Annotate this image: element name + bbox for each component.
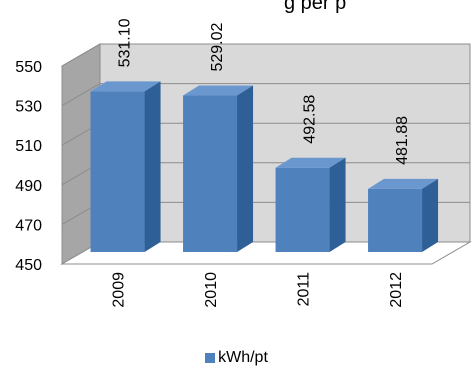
legend-label: kWh/pt bbox=[218, 349, 268, 366]
bar-front bbox=[368, 188, 423, 252]
bar-top bbox=[90, 81, 161, 92]
y-tick-label: 550 bbox=[15, 59, 42, 76]
y-tick-label: 530 bbox=[15, 99, 42, 116]
legend: kWh/pt bbox=[0, 348, 473, 368]
data-label: 529.02 bbox=[209, 23, 226, 72]
data-label: 492.58 bbox=[302, 95, 319, 144]
floor bbox=[60, 241, 472, 265]
bar-front bbox=[275, 167, 330, 252]
data-label: 531.10 bbox=[117, 18, 134, 67]
bar-top bbox=[368, 178, 439, 189]
y-tick-label: 450 bbox=[15, 257, 42, 274]
y-tick-label: 510 bbox=[15, 138, 42, 155]
x-tick-label: 2010 bbox=[203, 272, 220, 308]
x-axis-ticks: 2009 2010 2011 2012 bbox=[111, 272, 405, 308]
gridline-side bbox=[61, 43, 101, 67]
bar-front bbox=[90, 91, 145, 252]
bar-side bbox=[422, 178, 439, 252]
bar bbox=[90, 81, 161, 252]
bar bbox=[275, 157, 346, 252]
y-axis-ticks: 550 530 510 490 470 450 bbox=[15, 59, 42, 274]
bar bbox=[368, 178, 439, 252]
bar-front bbox=[183, 95, 238, 252]
chart-title-fragment: g per p bbox=[284, 0, 347, 14]
x-tick-label: 2009 bbox=[111, 272, 128, 308]
x-tick-label: 2012 bbox=[388, 272, 405, 308]
legend-swatch bbox=[205, 353, 216, 363]
bar-top bbox=[183, 85, 254, 96]
bars bbox=[90, 81, 439, 252]
bar-side bbox=[329, 157, 346, 252]
bar-side bbox=[144, 81, 161, 252]
data-label: 481.88 bbox=[394, 116, 411, 165]
data-labels: 531.10 529.02 492.58 481.88 bbox=[117, 18, 411, 165]
y-tick-label: 470 bbox=[15, 217, 42, 234]
y-tick-label: 490 bbox=[15, 178, 42, 195]
bar-side bbox=[237, 85, 254, 252]
bar-top bbox=[275, 157, 346, 168]
x-tick-label: 2011 bbox=[296, 272, 313, 307]
gridline-side bbox=[61, 83, 101, 107]
bar bbox=[183, 85, 254, 252]
